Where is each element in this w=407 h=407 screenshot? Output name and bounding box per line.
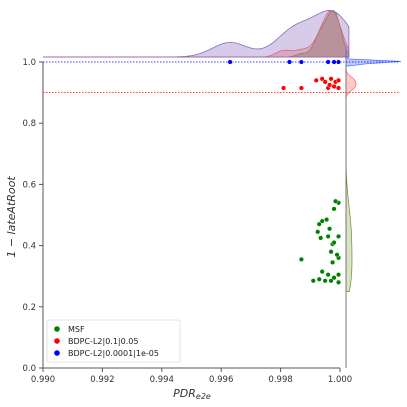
data-point — [336, 85, 342, 91]
right-marginal-kde — [345, 46, 402, 292]
x-tick-label: 0.992 — [90, 375, 114, 385]
data-point — [336, 272, 342, 278]
x-tick-label: 1.000 — [328, 375, 352, 385]
y-tick-label: 0.0 — [22, 364, 36, 374]
data-point — [319, 76, 325, 82]
data-point — [316, 221, 322, 227]
data-point — [327, 82, 333, 88]
y-tick-label: 0.2 — [22, 303, 36, 313]
data-point — [310, 278, 316, 284]
data-point — [227, 59, 233, 65]
y-tick-label: 0.4 — [22, 242, 36, 252]
data-point — [318, 235, 324, 241]
x-axis-label: PDRe2e — [173, 387, 211, 401]
main-axes — [39, 61, 347, 372]
data-point — [336, 77, 342, 83]
legend-marker — [54, 350, 60, 356]
legend-box — [46, 319, 181, 363]
data-point — [281, 85, 287, 91]
data-point — [319, 218, 325, 224]
data-point — [336, 59, 342, 65]
tick-labels: 0.990 0.992 0.994 0.996 0.998 1.000 0.0 0.2 0.4 0… — [22, 58, 352, 385]
kde-curve — [43, 10, 350, 58]
y-axis-label: 1 − lateAtRoot — [5, 176, 18, 258]
data-point — [287, 59, 293, 65]
x-tick-label: 0.994 — [150, 375, 174, 385]
data-point — [298, 256, 304, 262]
legend: MSF BDPC-L2|0.1|0.05 BDPC-L2|0.0001|1e-05 — [46, 319, 181, 363]
data-point — [334, 252, 340, 258]
y-tick-label: 0.8 — [22, 119, 36, 129]
data-point — [322, 79, 328, 85]
data-point — [328, 249, 334, 255]
y-tick-label: 0.6 — [22, 180, 36, 190]
x-tick-label: 0.990 — [31, 375, 55, 385]
top-marginal-kde — [43, 9, 350, 58]
data-point — [325, 59, 331, 65]
data-point — [330, 259, 336, 265]
data-point — [316, 276, 322, 282]
scatter-points — [227, 59, 342, 285]
data-point — [298, 85, 304, 91]
data-point — [298, 59, 304, 65]
data-point — [331, 83, 337, 89]
data-point — [336, 233, 342, 239]
legend-label: BDPC-L2|0.0001|1e-05 — [68, 349, 159, 358]
x-tick-label: 0.996 — [209, 375, 233, 385]
legend-label: MSF — [68, 325, 85, 334]
legend-label: BDPC-L2|0.1|0.05 — [68, 337, 138, 346]
data-point — [331, 275, 337, 281]
data-point — [319, 269, 325, 275]
data-point — [322, 278, 328, 284]
x-tick-label: 0.998 — [268, 375, 292, 385]
data-point — [325, 272, 331, 278]
data-point — [324, 217, 330, 223]
legend-marker — [54, 338, 60, 344]
data-point — [328, 76, 334, 82]
data-point — [331, 59, 337, 65]
data-point — [328, 278, 334, 284]
data-point — [336, 279, 342, 285]
legend-marker — [54, 326, 60, 332]
data-point — [333, 198, 339, 204]
data-point — [331, 206, 337, 212]
data-point — [313, 77, 319, 83]
data-point — [327, 226, 333, 232]
y-tick-label: 1.0 — [22, 58, 36, 68]
data-point — [315, 229, 321, 235]
data-point — [325, 233, 331, 239]
data-point — [331, 240, 337, 246]
